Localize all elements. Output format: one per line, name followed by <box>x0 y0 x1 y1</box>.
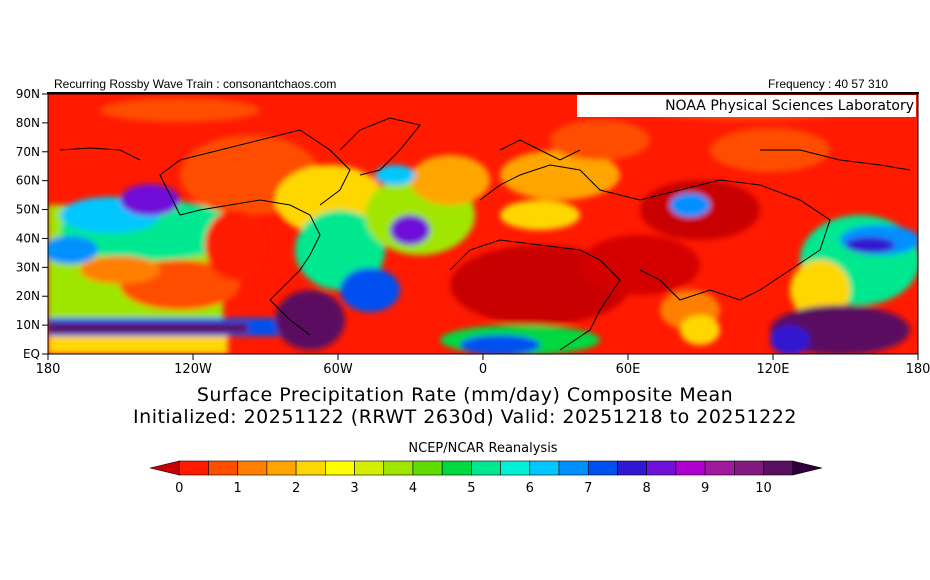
colorbar-swatch <box>354 460 385 476</box>
colorbar-swatch <box>412 460 443 476</box>
lon-label: 0 <box>479 362 487 377</box>
logo-box <box>577 95 916 117</box>
colorbar-swatch <box>500 460 531 476</box>
lat-label: 90N <box>16 87 40 101</box>
colorbar-swatch <box>178 460 209 476</box>
lon-label: 120E <box>756 362 789 377</box>
colorbar-swatch <box>529 460 560 476</box>
colorbar-swatch <box>792 460 823 476</box>
colorbar-label: 2 <box>292 481 300 496</box>
colorbar-label: 4 <box>409 481 417 496</box>
lat-label: 60N <box>16 174 40 188</box>
colorbar-label: 9 <box>701 481 709 496</box>
colorbar-swatch <box>646 460 677 476</box>
lat-label: 50N <box>16 203 40 217</box>
lon-axis: 180 120W 60W 0 60E 120E 180 <box>36 354 930 377</box>
colorbar-swatch <box>383 460 414 476</box>
lat-label: 40N <box>16 231 40 245</box>
lat-label: 70N <box>16 145 40 159</box>
colorbar-swatch <box>325 460 355 476</box>
colorbar-swatch <box>675 460 706 476</box>
header-rule <box>47 92 919 94</box>
colorbar-swatch <box>587 460 618 476</box>
colorbar-swatch <box>617 460 647 476</box>
lon-label: 180 <box>36 362 61 377</box>
lat-label: EQ <box>23 347 40 361</box>
colorbar-swatch <box>266 460 297 476</box>
lat-label: 30N <box>16 260 40 274</box>
lat-label: 10N <box>16 318 40 332</box>
colorbar-swatch <box>441 460 472 476</box>
header-left-text: Recurring Rossby Wave Train : consonantc… <box>54 77 337 91</box>
logo-text: NOAA Physical Sciences Laboratory <box>665 98 914 114</box>
lat-axis: 90N 80N 70N 60N 50N 40N 30N 20N 10N EQ <box>16 87 48 361</box>
lon-label: 60E <box>616 362 641 377</box>
colorbar-swatch <box>208 460 238 476</box>
colorbar-label: 6 <box>526 481 534 496</box>
colorbar-swatch <box>763 460 794 476</box>
colorbar-swatch <box>704 460 735 476</box>
lon-label: 180 <box>906 362 930 377</box>
precipitation-map: NOAA Physical Sciences Laboratory 90N 80N… <box>16 87 930 377</box>
lat-label: 20N <box>16 289 40 303</box>
colorbar-label: 8 <box>643 481 651 496</box>
coastlines <box>59 117 911 351</box>
colorbar-label: 0 <box>175 481 183 496</box>
colorbar-swatch <box>471 460 501 476</box>
colorbar-label: 5 <box>467 481 475 496</box>
colorbar-swatch <box>558 460 589 476</box>
colorbar-swatch <box>149 460 180 476</box>
colorbar-label: 3 <box>350 481 358 496</box>
colorbar-swatch <box>295 460 326 476</box>
header-right-text: Frequency : 40 57 310 <box>768 77 889 91</box>
source-label: NCEP/NCAR Reanalysis <box>408 441 558 456</box>
colorbar-swatch <box>237 460 268 476</box>
valid-title: Initialized: 20251122 (RRWT 2630d) Valid… <box>133 406 797 428</box>
main-title: Surface Precipitation Rate (mm/day) Comp… <box>196 384 734 406</box>
colorbar-label: 10 <box>755 481 772 496</box>
colorbar-label: 1 <box>234 481 242 496</box>
lat-label: 80N <box>16 116 40 130</box>
lon-label: 120W <box>174 362 212 377</box>
colorbar-swatch <box>734 460 764 476</box>
lon-label: 60W <box>323 362 353 377</box>
precip-field <box>48 94 918 354</box>
colorbar-label: 7 <box>584 481 592 496</box>
